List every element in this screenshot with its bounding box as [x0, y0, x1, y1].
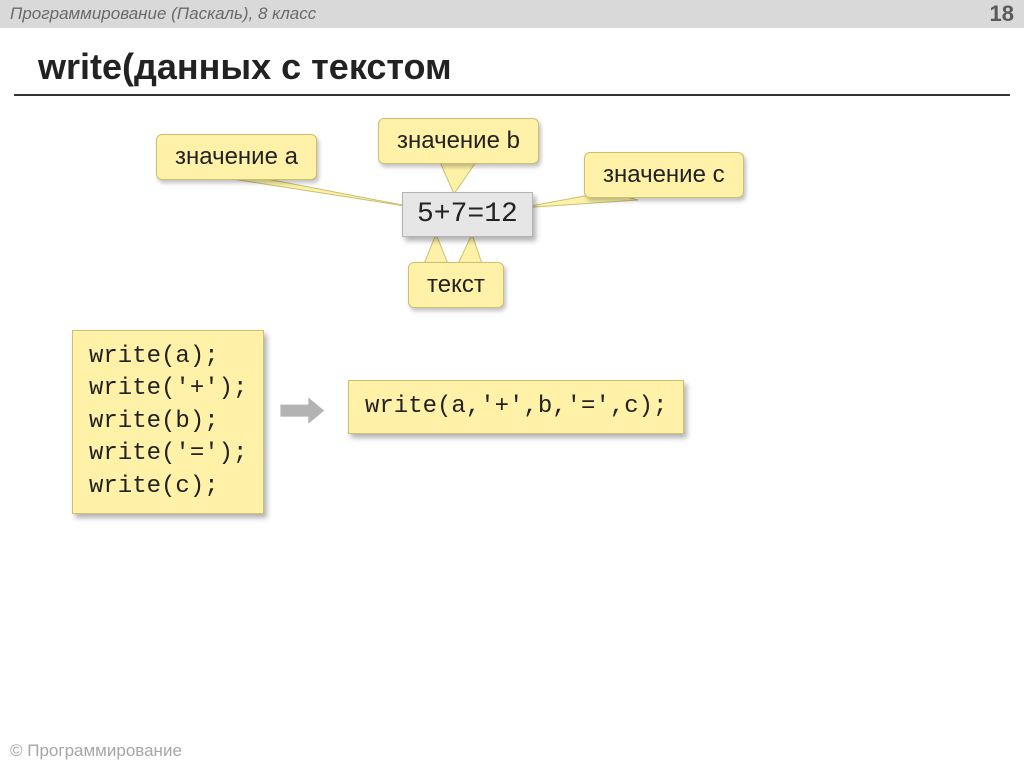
- header-bar: Программирование (Паскаль), 8 класс 18: [0, 0, 1024, 28]
- callout-value-a: значение a: [156, 134, 317, 180]
- callout-value-c: значение c: [584, 152, 744, 198]
- output-box: 5+7=12: [402, 192, 533, 237]
- slide-root: Программирование (Паскаль), 8 класс 18 w…: [0, 0, 1024, 767]
- code-block-short: write(a,'+',b,'=',c);: [348, 380, 684, 434]
- callout-text: текст: [408, 262, 504, 308]
- code-block-long: write(a); write('+'); write(b); write('=…: [72, 330, 264, 514]
- page-number: 18: [990, 1, 1014, 27]
- title-underline: [14, 94, 1010, 96]
- slide-title: write(данных с текстом: [38, 46, 452, 88]
- callout-value-b: значение b: [378, 118, 539, 164]
- header-title: Программирование (Паскаль), 8 класс: [10, 4, 316, 24]
- arrow-icon: ➡: [278, 382, 324, 436]
- footer-copyright: © Программирование: [10, 741, 182, 761]
